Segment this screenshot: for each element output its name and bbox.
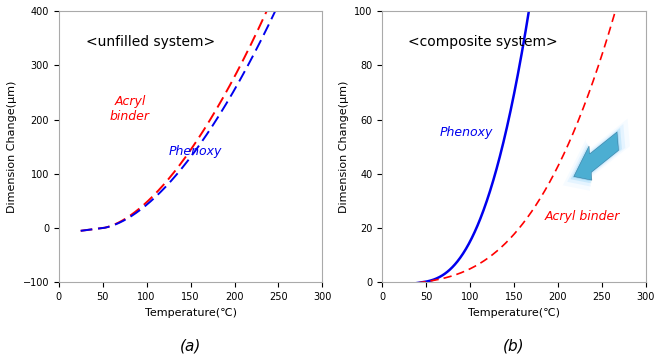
Text: Phenoxy: Phenoxy <box>440 126 493 139</box>
Text: <unfilled system>: <unfilled system> <box>87 35 216 49</box>
Polygon shape <box>574 132 618 180</box>
X-axis label: Temperature(℃): Temperature(℃) <box>468 308 560 317</box>
Text: (b): (b) <box>503 338 525 353</box>
Polygon shape <box>574 132 618 180</box>
Polygon shape <box>567 124 626 186</box>
Text: <composite system>: <composite system> <box>408 35 557 49</box>
Text: Phenoxy: Phenoxy <box>169 145 222 158</box>
Polygon shape <box>573 131 620 181</box>
Polygon shape <box>563 119 630 191</box>
Y-axis label: Dimension Change(μm): Dimension Change(μm) <box>338 80 348 213</box>
Text: (a): (a) <box>180 338 201 353</box>
X-axis label: Temperature(℃): Temperature(℃) <box>144 308 236 317</box>
Text: Acryl
binder: Acryl binder <box>110 94 150 122</box>
Text: Acryl binder: Acryl binder <box>545 210 620 223</box>
Polygon shape <box>571 128 622 184</box>
Y-axis label: Dimension Change(μm): Dimension Change(μm) <box>7 80 17 213</box>
